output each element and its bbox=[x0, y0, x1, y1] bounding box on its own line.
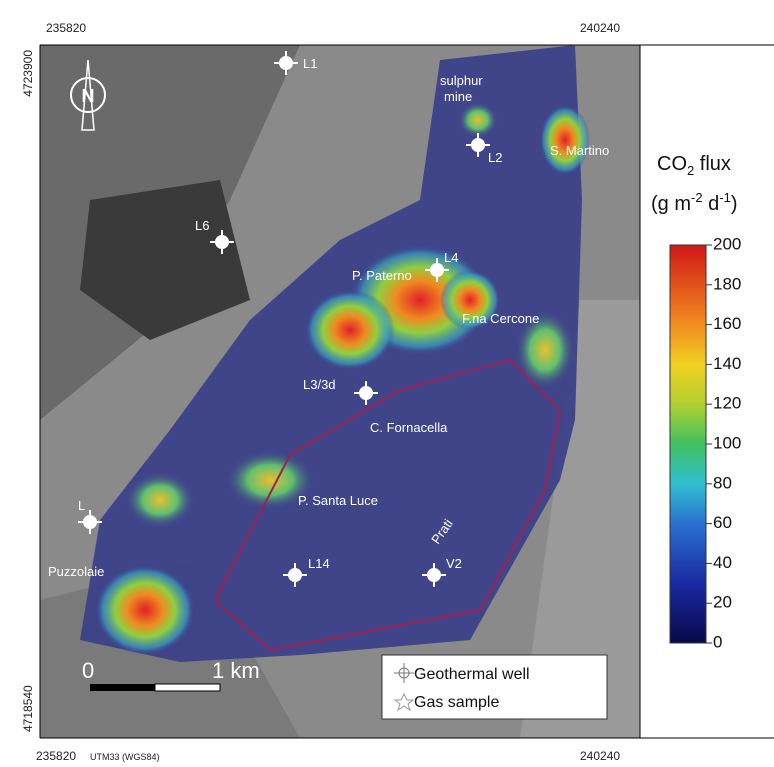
scale-bar bbox=[155, 684, 220, 691]
colorbar-tick-label: 120 bbox=[713, 394, 741, 413]
colorbar bbox=[670, 245, 706, 643]
place-label: L6 bbox=[195, 218, 209, 233]
colorbar-tick-label: 40 bbox=[713, 553, 732, 572]
anomaly bbox=[540, 105, 590, 175]
map-figure: 235820 240240 4723900 4718540 235820 UTM… bbox=[0, 0, 774, 767]
place-label: V2 bbox=[446, 556, 462, 571]
colorbar-tick-label: 60 bbox=[713, 513, 732, 532]
anomaly bbox=[305, 290, 395, 370]
anomaly bbox=[458, 102, 498, 138]
coord-label: 240240 bbox=[580, 21, 620, 35]
colorbar-tick-label: 140 bbox=[713, 354, 741, 373]
legend-label: Gas sample bbox=[414, 694, 499, 711]
place-label: Puzzolaie bbox=[48, 564, 104, 579]
place-label: L14 bbox=[308, 556, 330, 571]
place-label: L3/3d bbox=[303, 377, 336, 392]
place-label: L2 bbox=[488, 150, 502, 165]
scale-label: 0 bbox=[82, 658, 94, 683]
scale-bar bbox=[90, 684, 155, 691]
place-label: mine bbox=[444, 89, 472, 104]
colorbar-tick-label: 20 bbox=[713, 593, 732, 612]
coord-label: 4723900 bbox=[21, 50, 35, 97]
place-label: P. Paterno bbox=[352, 268, 412, 283]
colorbar-tick-label: 0 bbox=[713, 632, 722, 651]
colorbar-title: CO2 flux bbox=[657, 153, 731, 178]
legend-panel bbox=[640, 45, 774, 738]
coord-label: 235820 bbox=[36, 749, 76, 763]
place-label: sulphur bbox=[440, 73, 483, 88]
place-label: F.na Cercone bbox=[462, 311, 539, 326]
place-label: C. Fornacella bbox=[370, 420, 448, 435]
north-label: N bbox=[82, 86, 95, 106]
coord-label: 4718540 bbox=[21, 685, 35, 732]
colorbar-tick-label: 180 bbox=[713, 274, 741, 293]
place-label: L bbox=[78, 498, 85, 513]
colorbar-tick-label: 160 bbox=[713, 314, 741, 333]
place-label: L1 bbox=[303, 56, 317, 71]
anomaly bbox=[95, 565, 195, 655]
place-label: S. Martino bbox=[550, 143, 609, 158]
datum-label: UTM33 (WGS84) bbox=[90, 752, 160, 762]
colorbar-tick-label: 100 bbox=[713, 433, 741, 452]
scale-label: 1 km bbox=[212, 658, 260, 683]
colorbar-tick-label: 200 bbox=[713, 234, 741, 253]
colorbar-tick-label: 80 bbox=[713, 473, 732, 492]
legend-label: Geothermal well bbox=[414, 666, 530, 683]
place-label: P. Santa Luce bbox=[298, 493, 378, 508]
anomaly bbox=[125, 472, 195, 528]
coord-label: 235820 bbox=[46, 21, 86, 35]
coord-label: 240240 bbox=[580, 749, 620, 763]
place-label: L4 bbox=[444, 250, 458, 265]
